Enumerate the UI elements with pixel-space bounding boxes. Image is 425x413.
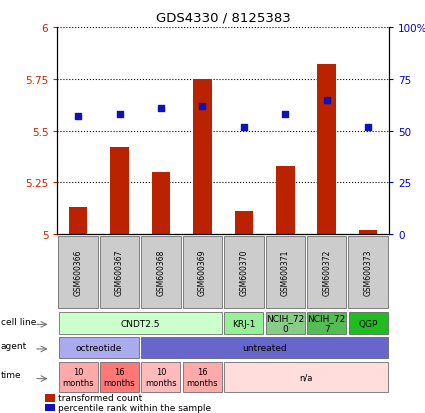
FancyBboxPatch shape [224, 312, 264, 335]
Text: cell line: cell line [1, 317, 36, 326]
Bar [45, 404, 55, 411]
Bar [110, 148, 129, 235]
Text: GSM600371: GSM600371 [281, 249, 290, 295]
FancyBboxPatch shape [224, 236, 264, 308]
FancyBboxPatch shape [183, 236, 222, 308]
FancyBboxPatch shape [58, 236, 98, 308]
FancyBboxPatch shape [100, 362, 139, 392]
Text: untreated: untreated [242, 344, 287, 352]
Text: 16
months: 16 months [104, 368, 135, 387]
Text: GSM600367: GSM600367 [115, 249, 124, 295]
Text: GSM600368: GSM600368 [156, 249, 165, 295]
FancyBboxPatch shape [59, 362, 98, 392]
Point [199, 103, 206, 110]
Text: GSM600369: GSM600369 [198, 249, 207, 295]
FancyBboxPatch shape [183, 362, 222, 392]
FancyBboxPatch shape [266, 236, 305, 308]
FancyBboxPatch shape [59, 337, 139, 358]
Title: GDS4330 / 8125383: GDS4330 / 8125383 [156, 11, 291, 24]
FancyBboxPatch shape [59, 312, 222, 335]
Text: percentile rank within the sample: percentile rank within the sample [58, 403, 212, 412]
Text: GSM600366: GSM600366 [74, 249, 82, 295]
Point [241, 124, 247, 131]
Point [365, 124, 371, 131]
Bar [193, 80, 212, 235]
Text: GSM600373: GSM600373 [364, 249, 373, 295]
FancyBboxPatch shape [141, 236, 181, 308]
Text: QGP: QGP [358, 319, 378, 328]
FancyBboxPatch shape [266, 312, 305, 335]
Bar [317, 65, 336, 235]
Point [282, 112, 289, 118]
Text: octreotide: octreotide [76, 344, 122, 352]
Text: CNDT2.5: CNDT2.5 [121, 319, 160, 328]
Text: n/a: n/a [299, 373, 313, 382]
Bar [45, 394, 55, 401]
Text: time: time [1, 370, 22, 380]
Text: 10
months: 10 months [62, 368, 94, 387]
Text: agent: agent [1, 342, 27, 350]
Bar [359, 230, 377, 235]
Text: GSM600370: GSM600370 [239, 249, 248, 295]
FancyBboxPatch shape [307, 236, 346, 308]
Point [323, 97, 330, 104]
Text: transformed count: transformed count [58, 394, 143, 403]
Text: NCIH_72
7: NCIH_72 7 [308, 314, 346, 333]
FancyBboxPatch shape [348, 312, 388, 335]
FancyBboxPatch shape [142, 337, 388, 358]
Bar [276, 166, 295, 235]
Text: NCIH_72
0: NCIH_72 0 [266, 314, 304, 333]
Text: 10
months: 10 months [145, 368, 177, 387]
Bar [235, 212, 253, 235]
Point [158, 105, 164, 112]
FancyBboxPatch shape [100, 236, 139, 308]
FancyBboxPatch shape [142, 362, 181, 392]
FancyBboxPatch shape [348, 236, 388, 308]
FancyBboxPatch shape [224, 362, 388, 392]
Bar [69, 208, 88, 235]
Text: KRJ-1: KRJ-1 [232, 319, 255, 328]
Point [75, 114, 82, 120]
Point [116, 112, 123, 118]
Bar [152, 173, 170, 235]
FancyBboxPatch shape [307, 312, 346, 335]
Text: 16
months: 16 months [187, 368, 218, 387]
Text: GSM600372: GSM600372 [322, 249, 331, 295]
